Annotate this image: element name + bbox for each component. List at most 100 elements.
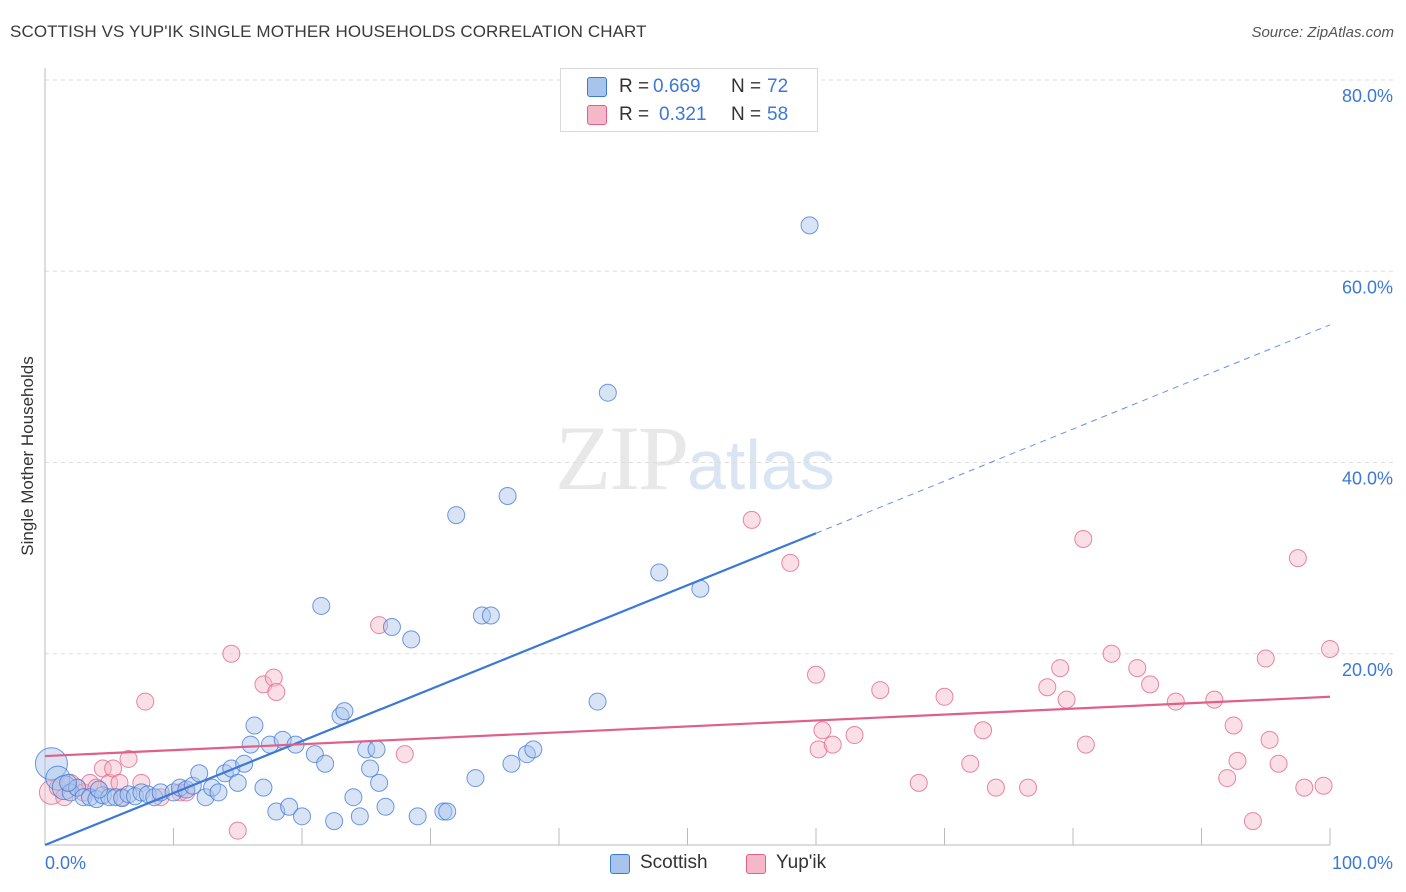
- scottish-point: [293, 807, 311, 826]
- yupik-point: [1019, 778, 1038, 797]
- yupik-point: [1260, 730, 1279, 749]
- scottish-point: [68, 778, 87, 797]
- scottish-point: [350, 807, 369, 826]
- gridlines: [45, 79, 1395, 655]
- yupik-point: [809, 740, 828, 759]
- scottish-point: [100, 788, 119, 807]
- scottish-swatch-icon: [587, 77, 607, 97]
- scottish-point: [598, 383, 617, 402]
- scottish-point: [447, 506, 466, 525]
- legend-row-scottish: R = 0.669 N = 72: [561, 73, 817, 101]
- r-value: 0.321: [659, 104, 707, 125]
- yupik-point: [845, 726, 864, 745]
- scottish-point: [316, 754, 335, 773]
- tick-labels: 20.0% 40.0% 60.0% 80.0% 0.0% 100.0%: [45, 86, 1393, 873]
- n-label: N =: [731, 76, 762, 97]
- yupik-point: [807, 665, 825, 684]
- scottish-point: [370, 773, 389, 792]
- scottish-point: [498, 486, 517, 505]
- yupik-point: [1205, 690, 1224, 709]
- x-tick-label: 100.0%: [1332, 853, 1393, 873]
- yupik-point: [871, 681, 890, 700]
- legend-label: Scottish: [640, 852, 708, 873]
- yupik-trend-line: [44, 695, 1331, 758]
- yupik-point: [781, 553, 800, 572]
- yupik-point: [267, 683, 286, 701]
- scottish-point: [481, 606, 500, 625]
- yupik-point: [1102, 644, 1121, 663]
- scottish-point: [502, 754, 521, 773]
- legend-label: Yup'ik: [776, 852, 827, 873]
- watermark-zip: ZIP: [555, 407, 689, 509]
- yupik-point: [974, 721, 993, 740]
- n-label: N =: [731, 104, 762, 125]
- yupik-point: [1321, 639, 1339, 658]
- scottish-point: [376, 797, 395, 816]
- yupik-swatch-icon: [587, 105, 607, 125]
- zipatlas-watermark: ZIPatlas: [555, 405, 835, 511]
- yupik-point: [1141, 675, 1160, 694]
- scottish-point: [312, 596, 331, 615]
- scottish-trend-extension: [815, 324, 1331, 534]
- yupik-point: [1243, 812, 1262, 831]
- yupik-point: [813, 721, 832, 740]
- n-value: 72: [767, 76, 789, 97]
- yupik-point: [1314, 776, 1333, 795]
- yupik-point: [264, 668, 283, 687]
- source-label: Source: ZipAtlas.com: [1251, 24, 1394, 41]
- yupik-point: [1128, 659, 1147, 678]
- scottish-point: [325, 812, 344, 831]
- y-tick-label: 60.0%: [1342, 277, 1393, 297]
- trend-lines: [44, 324, 1331, 847]
- axes: [44, 68, 1331, 846]
- yupik-point: [1288, 549, 1307, 568]
- y-tick-label: 80.0%: [1342, 86, 1393, 106]
- yupik-point: [1074, 530, 1093, 548]
- yupik-point: [961, 754, 980, 773]
- yupik-point: [986, 778, 1005, 797]
- scottish-point: [241, 735, 260, 754]
- scottish-point: [89, 780, 108, 799]
- scottish-point: [228, 773, 247, 792]
- yupik-point: [119, 749, 138, 768]
- scottish-point: [382, 617, 401, 636]
- scottish-point: [524, 740, 543, 759]
- scottish-point: [800, 216, 819, 235]
- scottish-points: [34, 216, 819, 831]
- yupik-point: [935, 687, 954, 706]
- yupik-point: [823, 735, 842, 754]
- scottish-point: [588, 692, 607, 711]
- y-tick-label: 40.0%: [1342, 469, 1393, 489]
- r-label: R =: [619, 76, 650, 97]
- y-tick-label: 20.0%: [1342, 660, 1393, 680]
- scottish-point: [438, 802, 457, 821]
- watermark-atlas: atlas: [687, 426, 835, 504]
- yupik-point: [228, 821, 247, 840]
- scottish-point: [209, 783, 228, 802]
- scottish-point: [280, 797, 299, 816]
- yupik-point: [1295, 778, 1314, 797]
- yupik-point: [1228, 751, 1247, 770]
- yupik-point: [742, 510, 761, 529]
- legend-row-yupik: R = 0.321 N = 58: [561, 101, 817, 129]
- yupik-point: [909, 773, 928, 792]
- yupik-point: [1218, 769, 1237, 788]
- correlation-legend: R = 0.669 N = 72 R = 0.321 N = 58: [560, 68, 818, 132]
- yupik-point: [1076, 735, 1095, 754]
- scottish-point: [367, 740, 386, 759]
- yupik-swatch-icon: [746, 854, 766, 874]
- yupik-point: [1051, 659, 1070, 678]
- scottish-point: [335, 702, 354, 721]
- scottish-point: [402, 630, 421, 649]
- scottish-point: [650, 563, 669, 582]
- scottish-swatch-icon: [610, 854, 630, 874]
- r-value: 0.669: [653, 76, 701, 97]
- yupik-point: [1166, 692, 1185, 711]
- scottish-trend-line: [44, 532, 817, 847]
- yupik-point: [222, 644, 241, 663]
- scottish-point: [344, 788, 363, 807]
- chart-title: SCOTTISH VS YUP'IK SINGLE MOTHER HOUSEHO…: [10, 22, 647, 41]
- yupik-point: [136, 692, 155, 711]
- yupik-point: [395, 745, 414, 764]
